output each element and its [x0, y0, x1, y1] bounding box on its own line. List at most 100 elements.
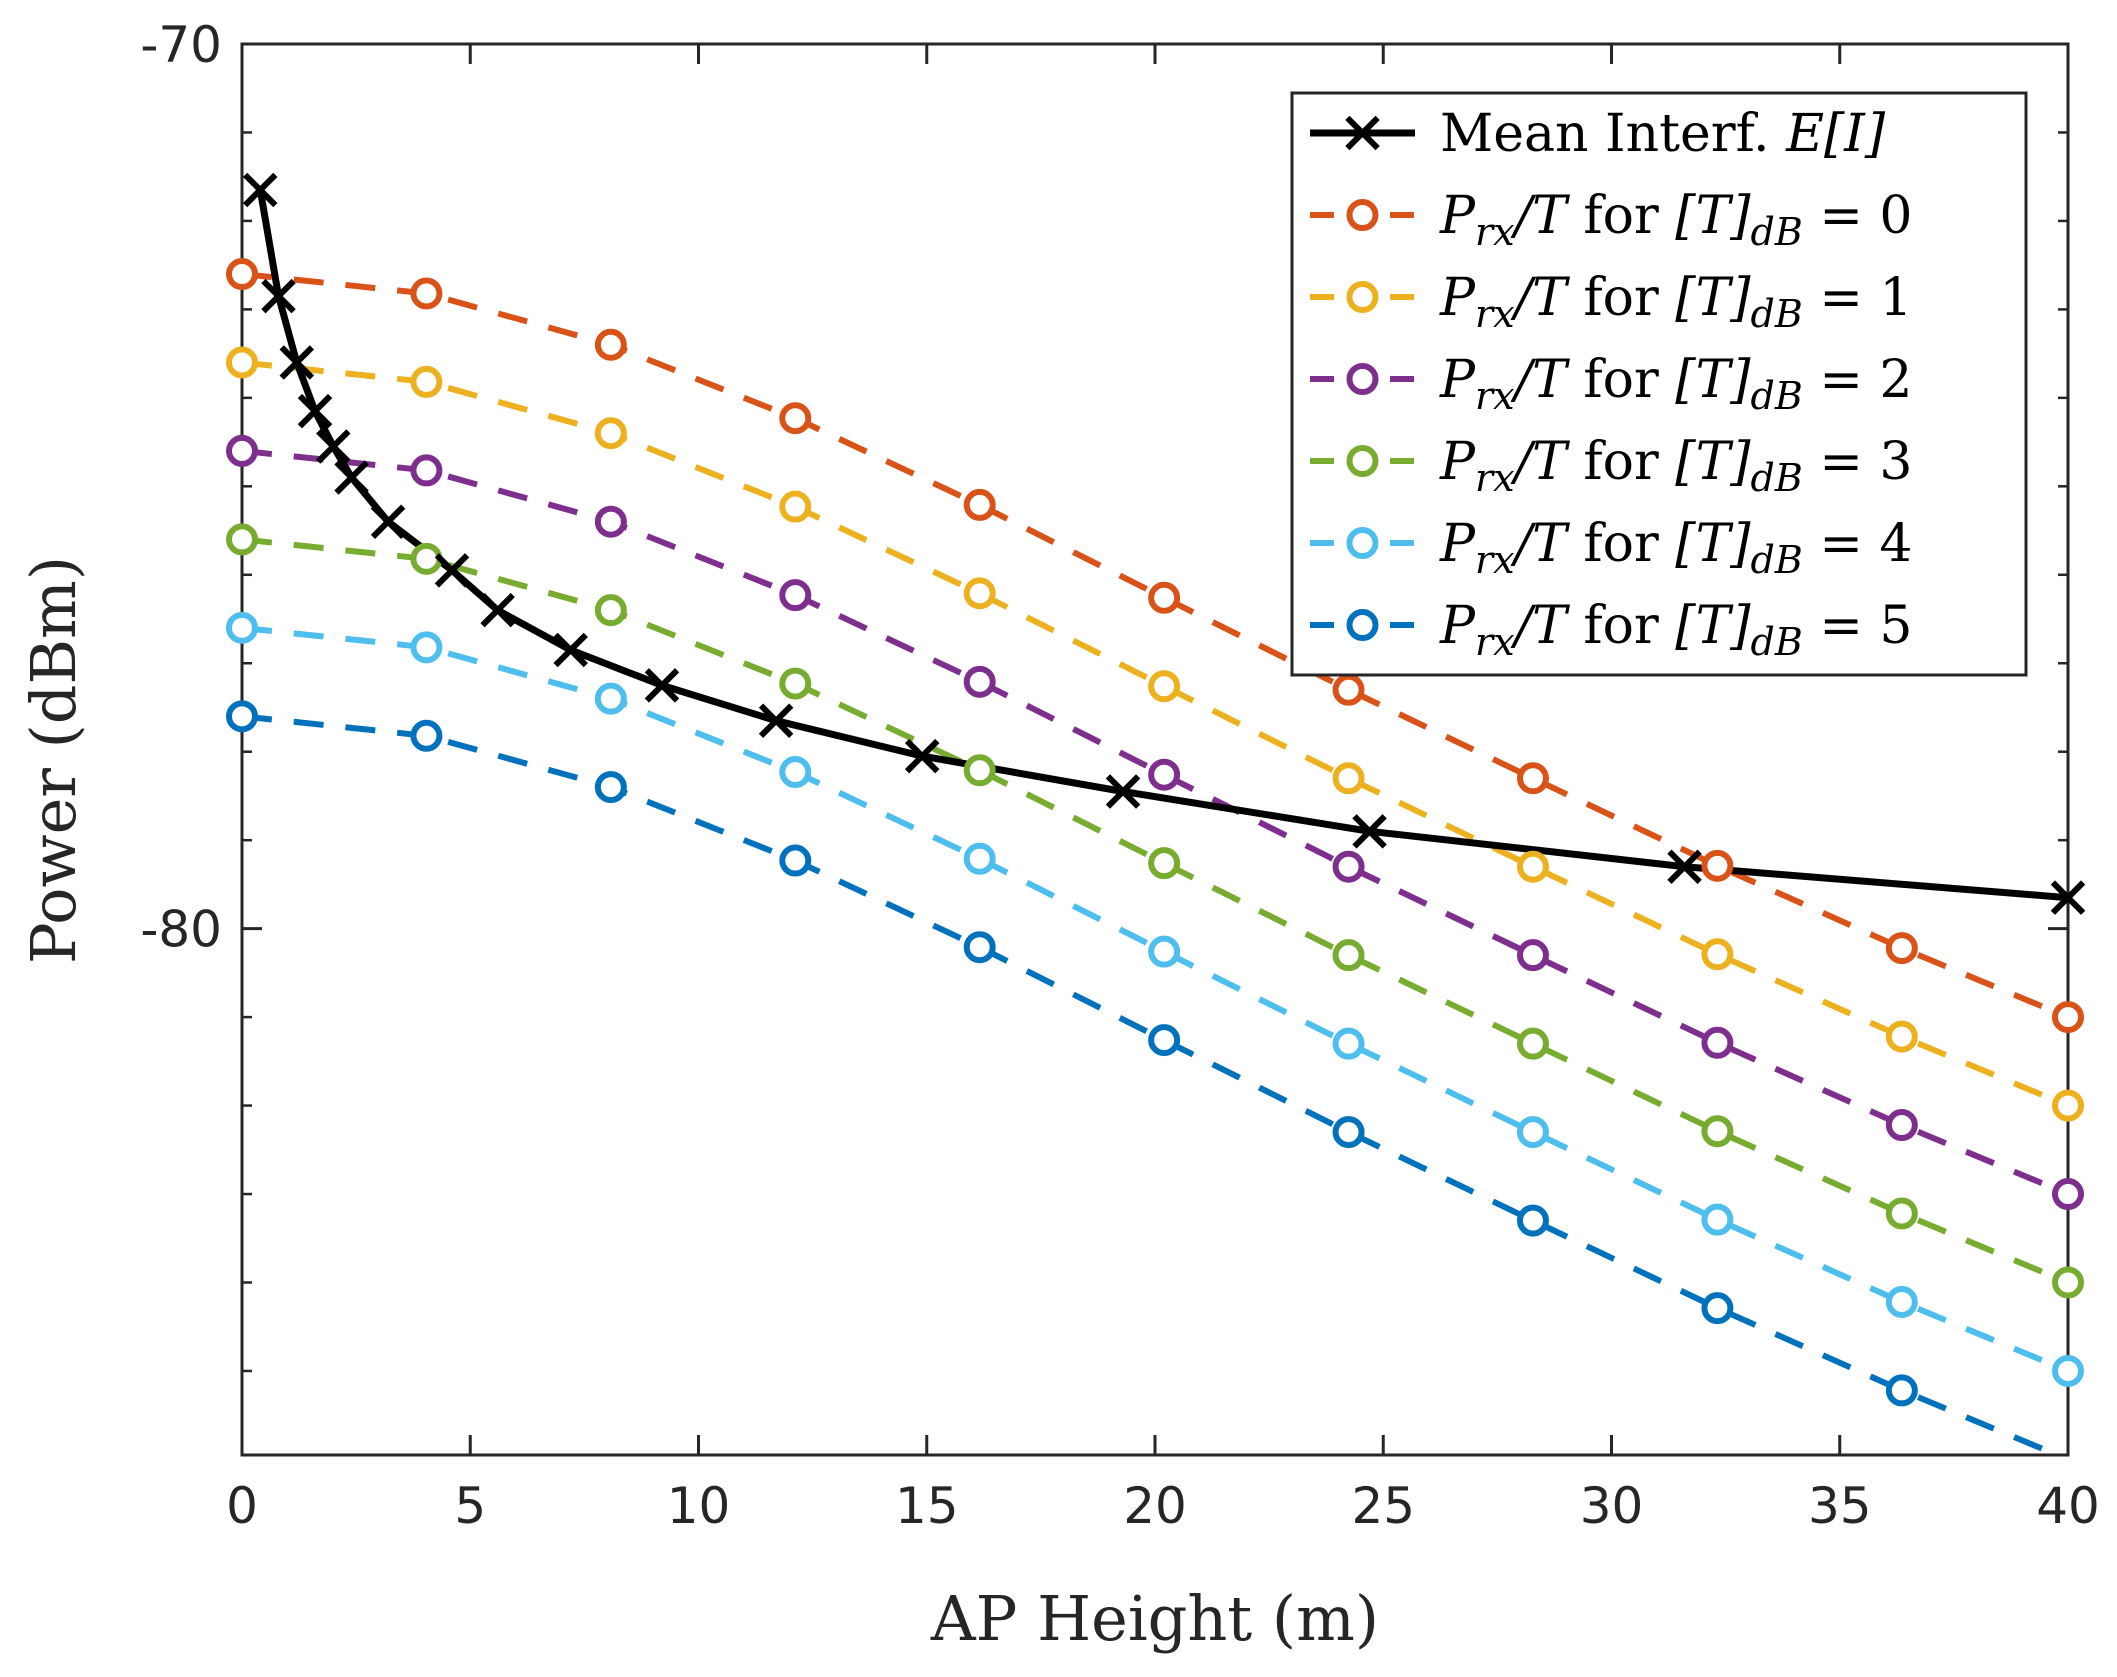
legend: Mean Interf. E[I] Prx/T for [T]dB = 0 Prx/…: [1290, 91, 2028, 677]
data-point-x: [297, 393, 333, 429]
data-point-x: [279, 345, 315, 380]
legend-entry-1: Prx/T for [T]dB = 0: [1310, 186, 1913, 254]
data-point-circle: [594, 594, 627, 627]
data-point-x: [644, 668, 680, 703]
data-point-circle: [1885, 1197, 1918, 1230]
series-line-6: [242, 713, 2066, 1455]
data-point-circle: [2052, 1089, 2084, 1122]
data-point-circle: [410, 365, 443, 398]
x-tick-label: 30: [1580, 1477, 1644, 1535]
x-tick-label: 20: [1123, 1477, 1187, 1535]
data-point-x: [1105, 774, 1141, 809]
data-point-x: [2050, 880, 2086, 915]
data-point-x: [1345, 115, 1380, 151]
data-point-circle: [1701, 1203, 1734, 1236]
ticks-layer: 0 5 10 15 20 25 30 35 40 -70 -80: [140, 16, 2099, 1535]
data-point-circle: [1885, 1109, 1918, 1142]
data-point-circle: [779, 844, 812, 877]
data-point-circle: [1346, 609, 1379, 641]
data-point-x: [480, 592, 515, 628]
data-point-circle: [963, 842, 996, 875]
data-point-circle: [1701, 1026, 1734, 1059]
x-axis-label: AP Height (m): [930, 1582, 1379, 1655]
data-point-circle: [1701, 849, 1734, 882]
data-point-x: [370, 504, 406, 539]
data-point-x: [553, 632, 588, 668]
x-tick-label: 0: [226, 1477, 258, 1535]
data-point-circle: [2052, 1266, 2084, 1299]
series-line-2: [242, 359, 2068, 1109]
x-tick-label: 40: [2036, 1477, 2100, 1535]
data-point-x: [1352, 814, 1387, 849]
data-point-circle: [1346, 363, 1379, 395]
legend-entry-5: Prx/T for [T]dB = 4: [1310, 514, 1913, 582]
data-point-x: [316, 429, 351, 464]
data-point-circle: [594, 771, 627, 804]
legend-label: Prx/T for [T]dB = 0: [1439, 186, 1913, 254]
data-point-circle: [1701, 1115, 1734, 1148]
y-axis-label: Power (dBm): [17, 556, 90, 964]
data-point-circle: [1346, 527, 1379, 559]
data-point-x: [334, 460, 369, 495]
data-point-circle: [1346, 199, 1379, 231]
series-line-3: [242, 447, 2068, 1197]
data-point-circle: [1332, 1027, 1365, 1060]
data-point-circle: [1885, 1374, 1918, 1407]
data-point-x: [261, 278, 296, 314]
y-tick-label: -70: [140, 16, 222, 74]
data-point-circle: [1701, 938, 1734, 971]
data-point-circle: [779, 579, 812, 612]
data-point-circle: [594, 328, 627, 361]
data-point-circle: [410, 542, 443, 575]
data-point-circle: [1332, 850, 1365, 883]
x-tick-label: 25: [1351, 1477, 1415, 1535]
y-tick-label: -80: [140, 901, 222, 959]
data-point-circle: [1148, 1024, 1181, 1057]
legend-entry-6: Prx/T for [T]dB = 5: [1310, 596, 1913, 664]
series-line-5: [242, 624, 2068, 1374]
data-point-x: [904, 738, 940, 774]
data-point-circle: [1516, 1116, 1549, 1149]
legend-entry-4: Prx/T for [T]dB = 3: [1310, 432, 1913, 500]
data-point-circle: [963, 577, 996, 610]
data-point-circle: [1885, 1020, 1918, 1053]
data-point-circle: [1148, 758, 1181, 791]
data-point-circle: [1148, 670, 1181, 703]
data-point-circle: [779, 402, 812, 435]
data-point-circle: [594, 417, 627, 450]
data-point-circle: [594, 682, 627, 715]
series-line-4: [242, 536, 2068, 1286]
legend-label: Prx/T for [T]dB = 2: [1439, 350, 1913, 418]
data-point-x: [1667, 849, 1702, 884]
data-point-circle: [963, 488, 996, 521]
data-point-circle: [594, 505, 627, 538]
legend-label: Mean Interf. E[I]: [1440, 104, 1886, 164]
data-point-circle: [779, 490, 812, 523]
x-tick-label: 35: [1808, 1477, 1872, 1535]
data-point-circle: [410, 631, 443, 664]
data-point-circle: [410, 454, 443, 487]
data-point-circle: [779, 756, 812, 789]
data-point-circle: [1516, 1204, 1549, 1237]
data-point-circle: [1148, 581, 1181, 614]
data-point-circle: [1332, 673, 1365, 706]
x-tick-label: 10: [667, 1477, 731, 1535]
marker-layer: [226, 172, 2086, 1407]
legend-label: Prx/T for [T]dB = 1: [1439, 268, 1913, 336]
series-line-1: [242, 271, 2068, 1020]
data-point-circle: [226, 434, 258, 467]
data-point-circle: [226, 346, 258, 379]
legend-entry-0: Mean Interf. E[I]: [1310, 104, 1886, 164]
data-point-circle: [1332, 939, 1365, 972]
data-point-circle: [1332, 762, 1365, 795]
data-point-circle: [1885, 1285, 1918, 1318]
data-point-circle: [1332, 1116, 1365, 1149]
data-point-circle: [1346, 281, 1379, 313]
data-point-circle: [1516, 762, 1549, 795]
data-point-circle: [2052, 1178, 2084, 1211]
data-point-circle: [1701, 1292, 1734, 1325]
data-point-circle: [226, 258, 258, 291]
x-tick-label: 5: [454, 1477, 486, 1535]
legend-label: Prx/T for [T]dB = 3: [1439, 432, 1913, 500]
